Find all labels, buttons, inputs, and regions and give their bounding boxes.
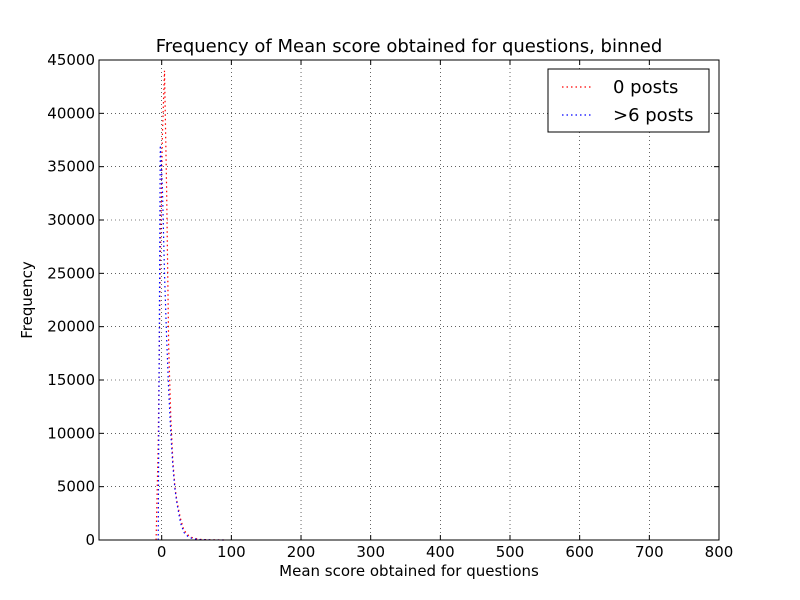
x-tick-label: 300 xyxy=(356,543,385,561)
legend-label-gt6-posts: >6 posts xyxy=(613,105,694,126)
y-tick-label: 30000 xyxy=(47,211,95,229)
x-axis-ticks: 0 100 200 300 400 500 600 700 800 xyxy=(157,60,733,561)
series-lines xyxy=(155,70,225,541)
y-axis-ticks: 0 5000 10000 15000 20000 25000 30000 35000 40000… xyxy=(47,51,719,549)
x-tick-label: 800 xyxy=(705,543,734,561)
y-tick-label: 5000 xyxy=(57,478,95,496)
y-tick-label: 25000 xyxy=(47,264,95,282)
series-line-0 xyxy=(155,70,225,541)
x-tick-label: 100 xyxy=(217,543,246,561)
x-tick-label: 500 xyxy=(496,543,525,561)
y-tick-label: 10000 xyxy=(47,424,95,442)
series-line-1 xyxy=(157,145,225,541)
y-tick-label: 15000 xyxy=(47,371,95,389)
chart-title: Frequency of Mean score obtained for que… xyxy=(156,36,663,57)
y-tick-label: 0 xyxy=(85,531,95,549)
legend-box xyxy=(547,68,710,133)
x-tick-label: 200 xyxy=(287,543,316,561)
x-tick-label: 400 xyxy=(426,543,455,561)
y-tick-label: 35000 xyxy=(47,158,95,176)
x-tick-label: 0 xyxy=(157,543,167,561)
x-tick-label: 600 xyxy=(565,543,594,561)
y-tick-label: 20000 xyxy=(47,318,95,336)
legend-label-0-posts: 0 posts xyxy=(613,77,678,98)
y-tick-label: 40000 xyxy=(47,104,95,122)
x-tick-label: 700 xyxy=(635,543,664,561)
y-tick-label: 45000 xyxy=(47,51,95,69)
legend: 0 posts >6 posts xyxy=(547,68,710,133)
y-axis-label: Frequency xyxy=(18,261,36,339)
plot-frame xyxy=(98,59,720,541)
x-axis-label: Mean score obtained for questions xyxy=(279,562,539,580)
